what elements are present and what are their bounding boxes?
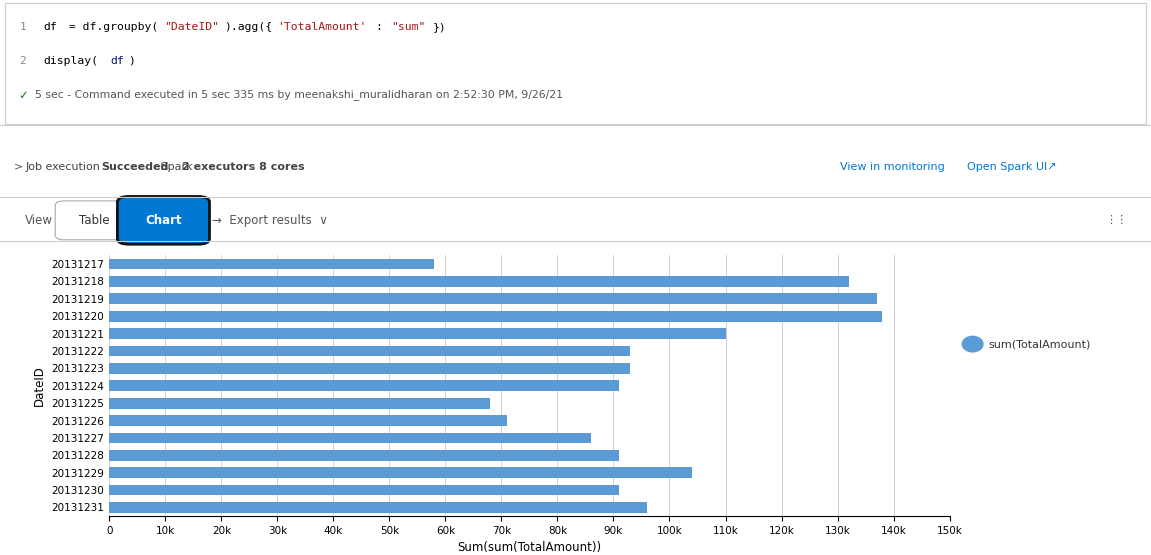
- Text: = df.groupby(: = df.groupby(: [62, 22, 159, 32]
- Text: Succeeded: Succeeded: [101, 162, 169, 171]
- Text: Job execution: Job execution: [25, 162, 100, 171]
- Text: >: >: [14, 162, 23, 171]
- Text: 2: 2: [20, 56, 26, 65]
- Text: View in monitoring: View in monitoring: [840, 162, 945, 171]
- Bar: [109, 259, 434, 269]
- Bar: [109, 311, 883, 321]
- Text: ): ): [128, 56, 135, 65]
- Text: df: df: [110, 56, 124, 65]
- Text: View: View: [25, 214, 53, 227]
- Text: →  Export results  ∨: → Export results ∨: [212, 214, 328, 227]
- Bar: [109, 328, 725, 339]
- Text: Open Spark UI↗: Open Spark UI↗: [967, 162, 1057, 171]
- Bar: [109, 502, 647, 513]
- Bar: [109, 380, 619, 391]
- Text: ⋮⋮: ⋮⋮: [1105, 215, 1127, 225]
- Y-axis label: DateID: DateID: [33, 365, 46, 406]
- Text: ).agg({: ).agg({: [224, 22, 273, 32]
- Text: Spark: Spark: [150, 162, 192, 171]
- Text: sum(TotalAmount): sum(TotalAmount): [989, 339, 1091, 349]
- Text: display(: display(: [44, 56, 99, 65]
- Text: 1: 1: [20, 22, 26, 32]
- Text: "DateID": "DateID": [165, 22, 220, 32]
- Bar: [109, 450, 619, 461]
- Bar: [109, 276, 848, 287]
- Text: df: df: [44, 22, 58, 32]
- Text: Table: Table: [79, 214, 109, 227]
- Bar: [109, 432, 592, 443]
- Bar: [109, 363, 631, 374]
- Bar: [109, 467, 692, 478]
- Text: 2 executors 8 cores: 2 executors 8 cores: [182, 162, 305, 171]
- Text: Chart: Chart: [145, 214, 182, 227]
- Bar: [109, 485, 619, 496]
- Bar: [109, 294, 877, 304]
- Text: ✓: ✓: [18, 89, 29, 102]
- X-axis label: Sum(sum(TotalAmount)): Sum(sum(TotalAmount)): [457, 542, 602, 554]
- Bar: [109, 398, 490, 408]
- Text: "sum": "sum": [391, 22, 426, 32]
- Text: 5 sec - Command executed in 5 sec 335 ms by meenakshi_muralidharan on 2:52:30 PM: 5 sec - Command executed in 5 sec 335 ms…: [35, 89, 563, 100]
- Text: }): }): [433, 22, 447, 32]
- Text: :: :: [376, 22, 390, 32]
- Bar: [109, 415, 508, 426]
- Bar: [109, 346, 631, 356]
- Text: 'TotalAmount': 'TotalAmount': [277, 22, 367, 32]
